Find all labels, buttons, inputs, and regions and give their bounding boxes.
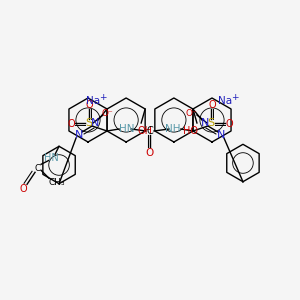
- Text: N: N: [75, 130, 83, 140]
- Text: N: N: [201, 118, 209, 128]
- Text: CH₃: CH₃: [49, 178, 65, 187]
- Text: O: O: [85, 100, 93, 110]
- Text: NH: NH: [165, 124, 181, 134]
- Text: C: C: [34, 164, 40, 173]
- Text: S: S: [85, 118, 93, 128]
- Text: N: N: [217, 130, 225, 140]
- Text: O: O: [146, 148, 154, 158]
- Text: O⁻: O⁻: [185, 109, 197, 118]
- Text: HN: HN: [44, 153, 58, 163]
- Text: OH: OH: [138, 126, 153, 136]
- Text: Na: Na: [218, 96, 232, 106]
- Text: O: O: [67, 119, 75, 129]
- Text: HO: HO: [183, 126, 198, 136]
- Text: +: +: [99, 94, 107, 103]
- Text: HN: HN: [119, 124, 135, 134]
- Text: Na: Na: [86, 96, 100, 106]
- Text: O⁻: O⁻: [101, 109, 113, 118]
- Text: O: O: [208, 100, 216, 110]
- Text: N: N: [91, 118, 99, 128]
- Text: O: O: [19, 184, 27, 194]
- Text: +: +: [231, 94, 239, 103]
- Text: C: C: [147, 126, 153, 136]
- Text: O: O: [225, 119, 233, 129]
- Text: S: S: [207, 118, 214, 128]
